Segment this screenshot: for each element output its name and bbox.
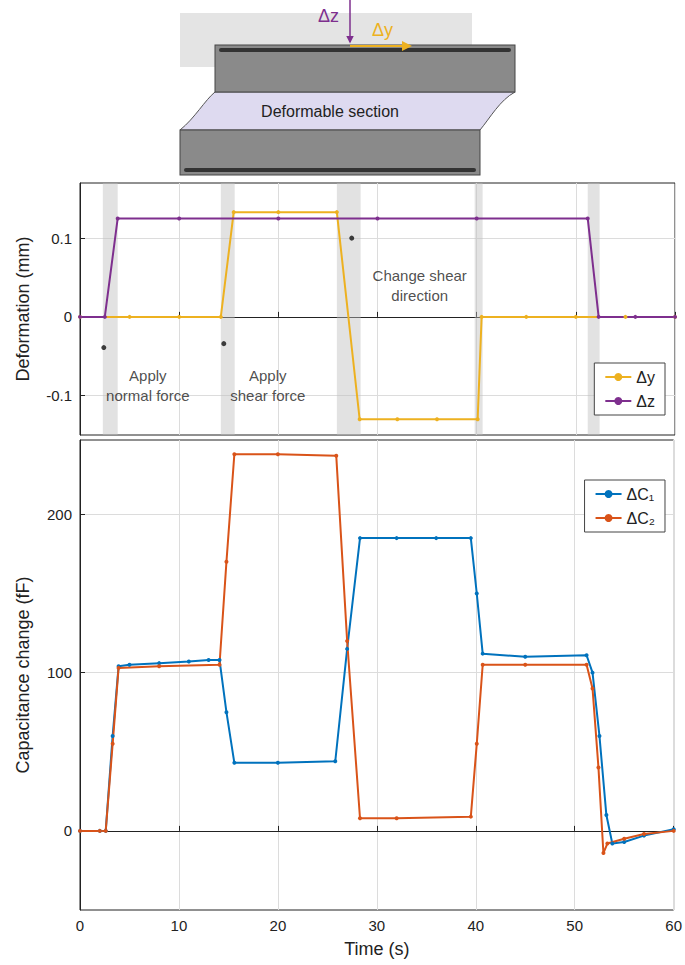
svg-text:Capacitance change (fF): Capacitance change (fF) <box>13 576 33 773</box>
svg-text:100: 100 <box>47 664 72 681</box>
svg-text:Δz: Δz <box>318 6 339 26</box>
svg-text:Apply: Apply <box>249 367 287 384</box>
svg-text:direction: direction <box>391 287 448 304</box>
svg-text:shear force: shear force <box>230 387 305 404</box>
svg-text:30: 30 <box>368 917 385 934</box>
svg-text:Deformation (mm): Deformation (mm) <box>13 236 33 381</box>
svg-text:60: 60 <box>665 917 682 934</box>
svg-text:50: 50 <box>566 917 583 934</box>
svg-text:20: 20 <box>270 917 287 934</box>
svg-text:10: 10 <box>171 917 188 934</box>
svg-text:0: 0 <box>64 308 72 325</box>
svg-text:200: 200 <box>47 506 72 523</box>
svg-text:0: 0 <box>76 917 84 934</box>
svg-text:ΔC₂: ΔC₂ <box>627 510 655 527</box>
svg-text:ΔC₁: ΔC₁ <box>627 486 655 503</box>
svg-text:Δy: Δy <box>636 369 655 386</box>
svg-text:Change shear: Change shear <box>373 267 467 284</box>
svg-text:Deformable section: Deformable section <box>261 103 399 120</box>
svg-text:Apply: Apply <box>129 367 167 384</box>
svg-text:-0.1: -0.1 <box>46 387 72 404</box>
svg-text:Δz: Δz <box>636 393 655 410</box>
svg-text:0.1: 0.1 <box>51 230 72 247</box>
svg-text:Time (s): Time (s) <box>344 939 409 959</box>
svg-text:Δy: Δy <box>372 20 393 40</box>
svg-text:40: 40 <box>467 917 484 934</box>
svg-text:0: 0 <box>64 822 72 839</box>
svg-text:normal force: normal force <box>106 387 189 404</box>
